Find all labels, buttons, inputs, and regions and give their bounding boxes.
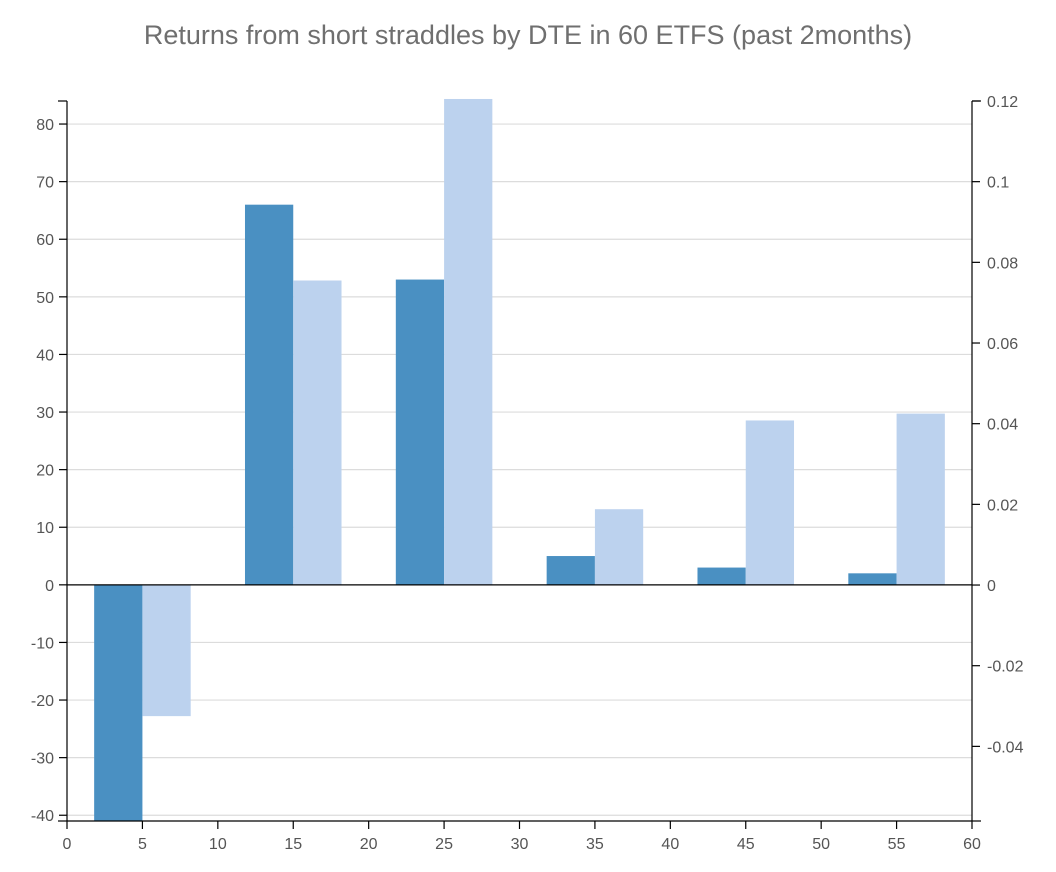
- y-left-tick-label: 70: [36, 175, 54, 192]
- bars-layer: [94, 98, 945, 821]
- grid-layer: [67, 123, 972, 816]
- bar-series-1: [697, 567, 746, 585]
- bar-series-2: [142, 584, 191, 717]
- bar-series-2: [444, 98, 493, 585]
- axes-layer: [58, 100, 981, 822]
- x-tick-label: 20: [360, 836, 378, 853]
- y-right-tick-label: 0.04: [987, 417, 1018, 434]
- x-tick-label: 5: [138, 836, 147, 853]
- bar-series-2: [594, 509, 644, 585]
- x-tick-label: 50: [812, 836, 830, 853]
- x-tick-label: 10: [209, 836, 227, 853]
- x-tick-label: 55: [888, 836, 906, 853]
- bar-series-1: [395, 279, 445, 585]
- y-left-tick-label: 20: [36, 463, 54, 480]
- y-left-tick-label: 50: [36, 290, 54, 307]
- y-right-tick-label: 0: [987, 578, 996, 595]
- chart-title: Returns from short straddles by DTE in 6…: [143, 20, 913, 50]
- bar-series-1: [546, 556, 595, 585]
- y-right-tick-label: 0.1: [987, 175, 1009, 192]
- x-tick-label: 45: [737, 836, 755, 853]
- y-left-tick-label: 80: [36, 117, 54, 134]
- y-right-tick-label: 0.06: [987, 336, 1018, 353]
- y-left-tick-label: 40: [36, 347, 54, 364]
- bar-series-1: [848, 573, 897, 585]
- bar-series-1: [94, 584, 143, 821]
- x-tick-label: 60: [963, 836, 981, 853]
- y-right-tick-label: 0.08: [987, 255, 1018, 272]
- y-left-tick-label: -40: [31, 808, 54, 825]
- y-left-tick-label: -30: [31, 751, 54, 768]
- y-right-tick-label: 0.02: [987, 497, 1018, 514]
- bar-series-1: [244, 204, 294, 585]
- x-tick-label: 25: [435, 836, 453, 853]
- y-right-tick-label: 0.12: [987, 94, 1018, 111]
- x-tick-label: 40: [661, 836, 679, 853]
- bar-series-2: [896, 413, 945, 585]
- y-left-tick-label: 30: [36, 405, 54, 422]
- y-left-tick-label: 10: [36, 520, 54, 537]
- y-left-tick-label: 0: [45, 578, 54, 595]
- y-left-tick-label: 60: [36, 232, 54, 249]
- bar-series-2: [745, 420, 795, 585]
- x-tick-label: 0: [63, 836, 72, 853]
- x-tick-label: 30: [511, 836, 529, 853]
- y-right-tick-label: -0.04: [987, 739, 1024, 756]
- y-left-tick-label: -20: [31, 693, 54, 710]
- y-right-tick-label: -0.02: [987, 659, 1024, 676]
- x-tick-label: 15: [284, 836, 302, 853]
- y-left-tick-label: -10: [31, 635, 54, 652]
- x-tick-label: 35: [586, 836, 604, 853]
- ticks-layer: 80706050403020100-10-20-30-400.120.10.08…: [31, 94, 1024, 853]
- bar-series-2: [293, 280, 342, 585]
